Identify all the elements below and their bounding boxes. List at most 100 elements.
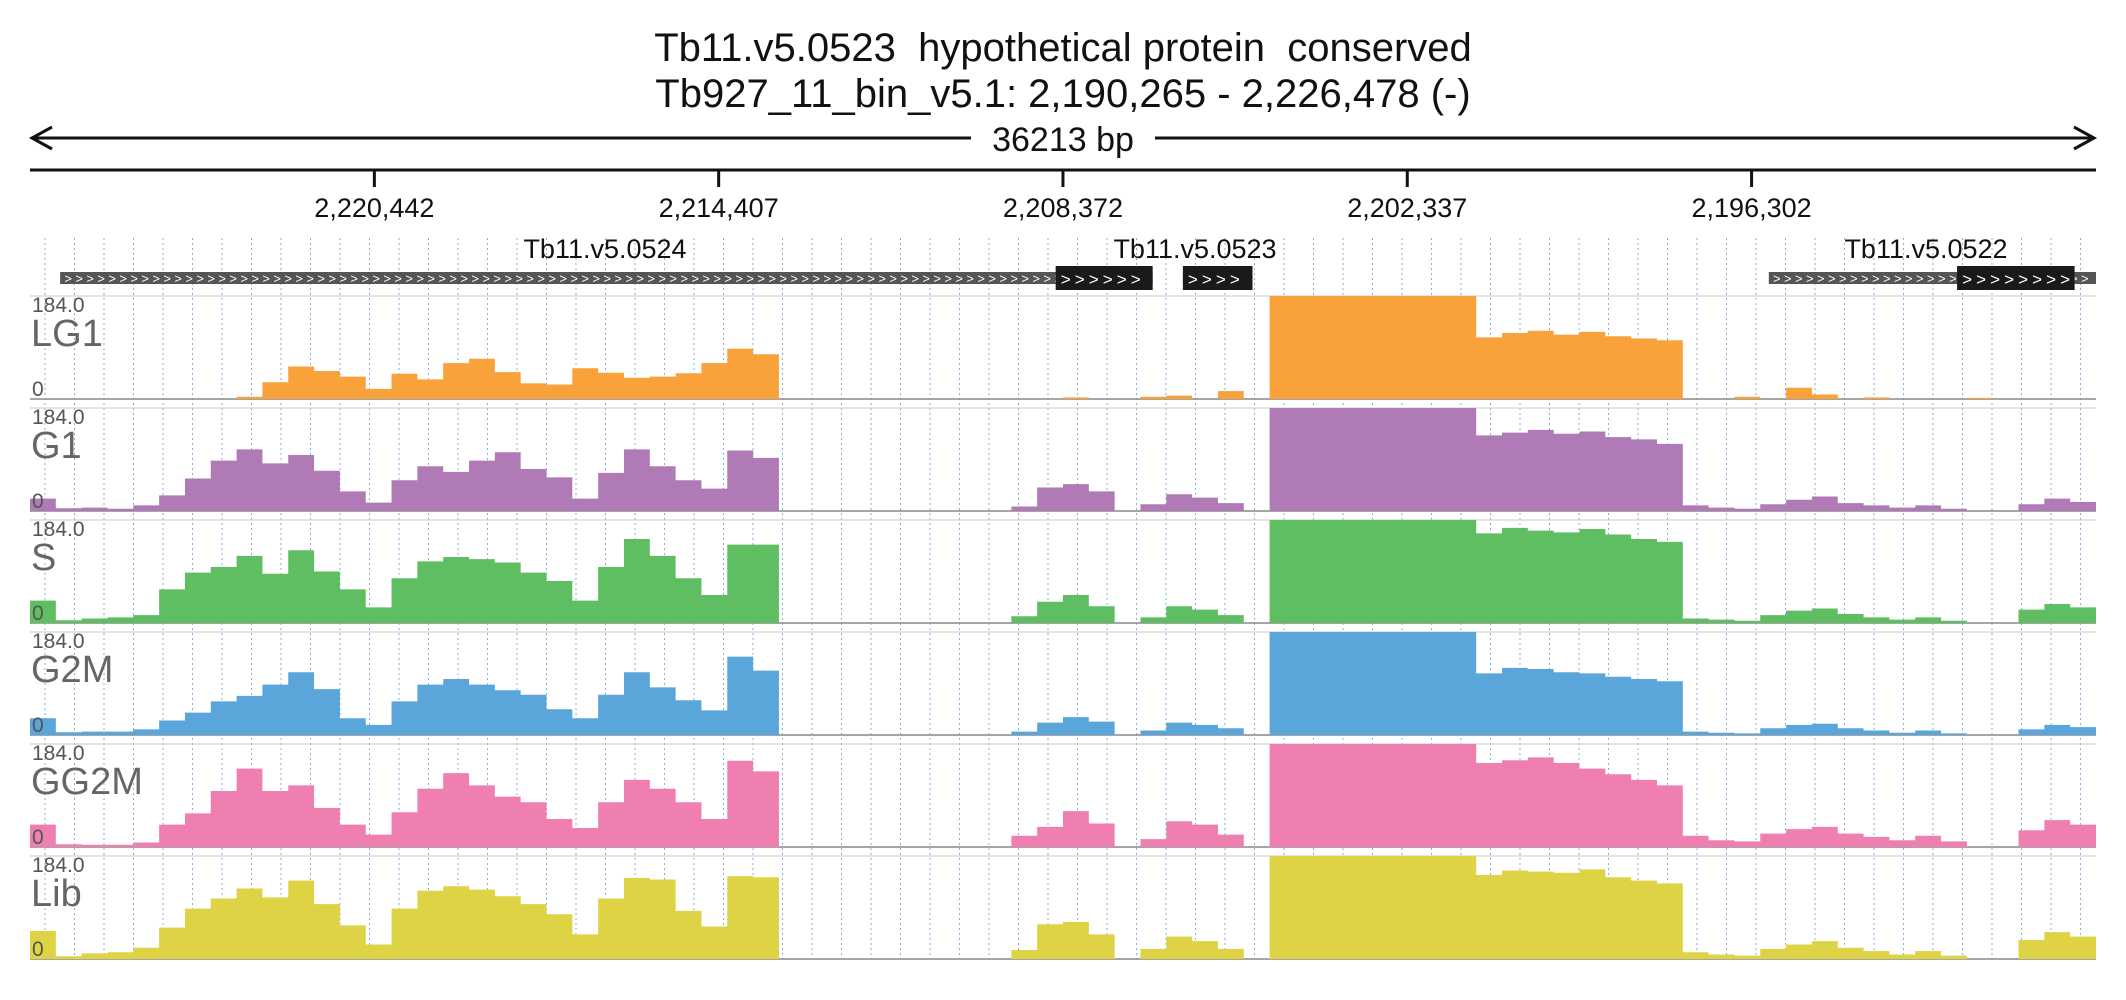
strand-chevron: > [658, 271, 666, 286]
span-label: 36213 bp [992, 121, 1134, 159]
strand-chevron: > [1117, 270, 1127, 289]
strand-chevron: > [350, 271, 358, 286]
strand-chevron: > [768, 271, 776, 286]
strand-chevron: > [1021, 271, 1029, 286]
strand-chevron: > [306, 271, 314, 286]
strand-chevron: > [1075, 270, 1085, 289]
strand-chevron: > [504, 271, 512, 286]
strand-chevron: > [900, 271, 908, 286]
strand-chevron: > [240, 271, 248, 286]
strand-chevron: > [196, 271, 204, 286]
coverage-area-gg2m [30, 744, 2096, 847]
y-min-label: 0 [32, 826, 44, 849]
gene-label: Tb11.v5.0522 [1844, 234, 2007, 264]
gene-cds [1182, 266, 1253, 290]
strand-chevron: > [746, 271, 754, 286]
strand-chevron: > [713, 271, 721, 286]
strand-chevron: > [185, 271, 193, 286]
strand-chevron: > [922, 271, 930, 286]
coverage-area-g1 [30, 408, 2096, 511]
strand-chevron: > [1927, 271, 1935, 286]
strand-chevron: > [1103, 270, 1113, 289]
strand-chevron: > [1202, 270, 1212, 289]
strand-chevron: > [438, 271, 446, 286]
strand-chevron: > [702, 271, 710, 286]
strand-chevron: > [207, 271, 215, 286]
strand-chevron: > [75, 271, 83, 286]
strand-chevron: > [944, 271, 952, 286]
y-max-label: 184.0 [32, 294, 85, 317]
track-label: LG1 [31, 313, 103, 355]
y-min-label: 0 [32, 378, 44, 401]
strand-chevron: > [1795, 271, 1803, 286]
coverage-area-s [30, 520, 2096, 623]
strand-chevron: > [108, 271, 116, 286]
strand-chevron: > [1990, 270, 2000, 289]
strand-chevron: > [878, 271, 886, 286]
strand-chevron: > [680, 271, 688, 286]
strand-chevron: > [1032, 271, 1040, 286]
y-max-label: 184.0 [32, 518, 85, 541]
strand-chevron: > [1188, 270, 1198, 289]
strand-chevron: > [856, 271, 864, 286]
track-label: S [31, 537, 56, 579]
strand-chevron: > [97, 271, 105, 286]
strand-chevron: > [867, 271, 875, 286]
strand-chevron: > [757, 271, 765, 286]
axis-tick-label: 2,220,442 [314, 193, 434, 223]
coverage-area-g2m [30, 632, 2096, 735]
strand-chevron: > [581, 271, 589, 286]
strand-chevron: > [493, 271, 501, 286]
strand-chevron: > [482, 271, 490, 286]
strand-chevron: > [1905, 271, 1913, 286]
strand-chevron: > [163, 271, 171, 286]
track-label: G1 [31, 425, 82, 467]
strand-chevron: > [779, 271, 787, 286]
y-min-label: 0 [32, 714, 44, 737]
strand-chevron: > [1817, 271, 1825, 286]
strand-chevron: > [284, 271, 292, 286]
gene-cds [1055, 266, 1153, 290]
span-arrow-right-head [2073, 125, 2098, 151]
strand-chevron: > [559, 271, 567, 286]
strand-chevron: > [339, 271, 347, 286]
strand-chevron: > [2032, 270, 2042, 289]
strand-chevron: > [790, 271, 798, 286]
gene-label: Tb11.v5.0523 [1113, 234, 1276, 264]
y-min-label: 0 [32, 938, 44, 961]
strand-chevron: > [1916, 271, 1924, 286]
strand-chevron: > [1806, 271, 1814, 286]
coverage-area-lg1 [30, 296, 2096, 399]
strand-chevron: > [988, 271, 996, 286]
y-max-label: 184.0 [32, 630, 85, 653]
strand-chevron: > [1010, 271, 1018, 286]
strand-chevron: > [1230, 270, 1240, 289]
strand-chevron: > [812, 271, 820, 286]
strand-chevron: > [372, 271, 380, 286]
track-label: G2M [31, 649, 113, 691]
axis-tick-label: 2,208,372 [1003, 193, 1123, 223]
strand-chevron: > [218, 271, 226, 286]
strand-chevron: > [955, 271, 963, 286]
strand-chevron: > [977, 271, 985, 286]
strand-chevron: > [548, 271, 556, 286]
strand-chevron: > [86, 271, 94, 286]
strand-chevron: > [460, 271, 468, 286]
y-max-label: 184.0 [32, 854, 85, 877]
strand-chevron: > [427, 271, 435, 286]
strand-chevron: > [647, 271, 655, 286]
strand-chevron: > [801, 271, 809, 286]
strand-chevron: > [152, 271, 160, 286]
locus-subtitle: Tb927_11_bin_v5.1: 2,190,265 - 2,226,478… [655, 72, 1471, 116]
track-label: GG2M [31, 761, 143, 803]
gene-body [60, 272, 1153, 284]
strand-chevron: > [691, 271, 699, 286]
strand-chevron: > [933, 271, 941, 286]
strand-chevron: > [1872, 271, 1880, 286]
strand-chevron: > [449, 271, 457, 286]
span-arrow-left-head [28, 125, 53, 151]
gene-label: Tb11.v5.0524 [523, 234, 686, 264]
strand-chevron: > [614, 271, 622, 286]
strand-chevron: > [174, 271, 182, 286]
